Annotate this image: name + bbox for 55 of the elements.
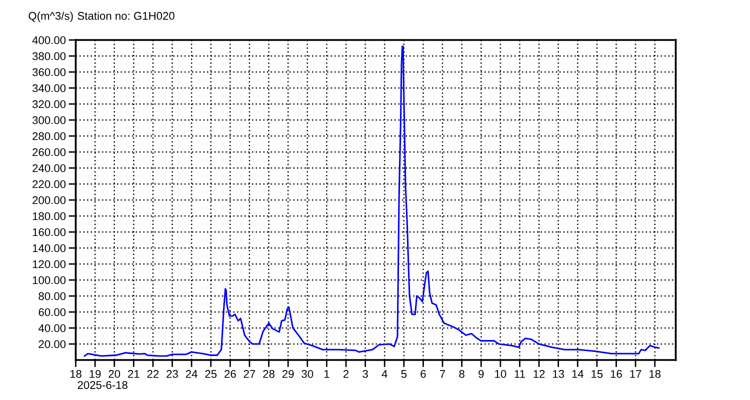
x-tick-label: 1 <box>324 370 330 378</box>
x-tick-label: 12 <box>534 370 545 378</box>
x-tick-label: 8 <box>459 370 464 378</box>
x-tick-label: 30 <box>302 370 314 378</box>
x-tick-label: 14 <box>572 370 584 378</box>
x-tick-label: 9 <box>478 370 484 378</box>
y-tick-label: 380.00 <box>32 52 66 60</box>
x-tick-label: 17 <box>630 370 642 378</box>
y-tick-label: 40.00 <box>38 324 66 332</box>
y-tick-label: 260.00 <box>32 148 66 156</box>
y-tick-label: 200.00 <box>32 196 66 204</box>
x-tick-label: 18 <box>70 370 82 378</box>
y-tick-label: 140.00 <box>32 244 66 252</box>
x-tick-label: 13 <box>552 370 564 378</box>
x-tick-label: 2 <box>343 370 349 378</box>
x-tick-label: 24 <box>186 370 198 378</box>
x-tick-label: 4 <box>382 370 388 378</box>
x-tick-label: 18 <box>650 370 661 378</box>
y-tick-label: 220.00 <box>32 180 66 188</box>
x-tick-label: 29 <box>282 370 294 378</box>
x-tick-label: 15 <box>592 370 603 378</box>
y-tick-label: 240.00 <box>32 164 66 172</box>
x-tick-label: 22 <box>147 370 159 378</box>
y-tick-label: 320.00 <box>32 100 66 108</box>
y-tick-label: 280.00 <box>32 132 66 140</box>
y-tick-label: 60.00 <box>38 308 66 316</box>
y-tick-label: 360.00 <box>32 68 66 76</box>
y-tick-label: 400.00 <box>32 36 66 44</box>
x-tick-label: 25 <box>205 370 217 378</box>
x-tick-label: 26 <box>224 370 236 378</box>
y-tick-label: 300.00 <box>32 116 66 124</box>
y-tick-label: 100.00 <box>32 276 66 284</box>
chart-title: Station no: G1H020 <box>78 12 174 20</box>
x-tick-label: 20 <box>108 370 120 378</box>
x-tick-label: 6 <box>420 370 426 378</box>
y-tick-label: 340.00 <box>32 84 66 92</box>
x-tick-label: 16 <box>610 370 622 378</box>
x-tick-label: 3 <box>362 370 368 378</box>
y-tick-label: 80.00 <box>38 292 66 300</box>
line-series <box>84 46 660 357</box>
x-tick-label: 11 <box>514 370 525 378</box>
x-tick-label: 23 <box>166 370 178 378</box>
y-tick-label: 160.00 <box>32 228 66 236</box>
y-tick-label: 20.00 <box>38 340 66 348</box>
x-tick-label: 10 <box>495 370 506 378</box>
x-tick-label: 21 <box>128 370 140 378</box>
x-tick-label: 19 <box>90 370 101 378</box>
x-tick-label: 27 <box>244 370 256 378</box>
x-tick-label: 7 <box>440 370 446 378</box>
y-axis-title: Q(m^3/s) <box>28 12 73 22</box>
y-tick-label: 180.00 <box>32 212 66 220</box>
text: 2025-6-18 <box>78 381 128 389</box>
x-tick-label: 5 <box>401 370 407 378</box>
y-tick-label: 120.00 <box>32 260 66 268</box>
x-tick-label: 28 <box>263 370 274 378</box>
